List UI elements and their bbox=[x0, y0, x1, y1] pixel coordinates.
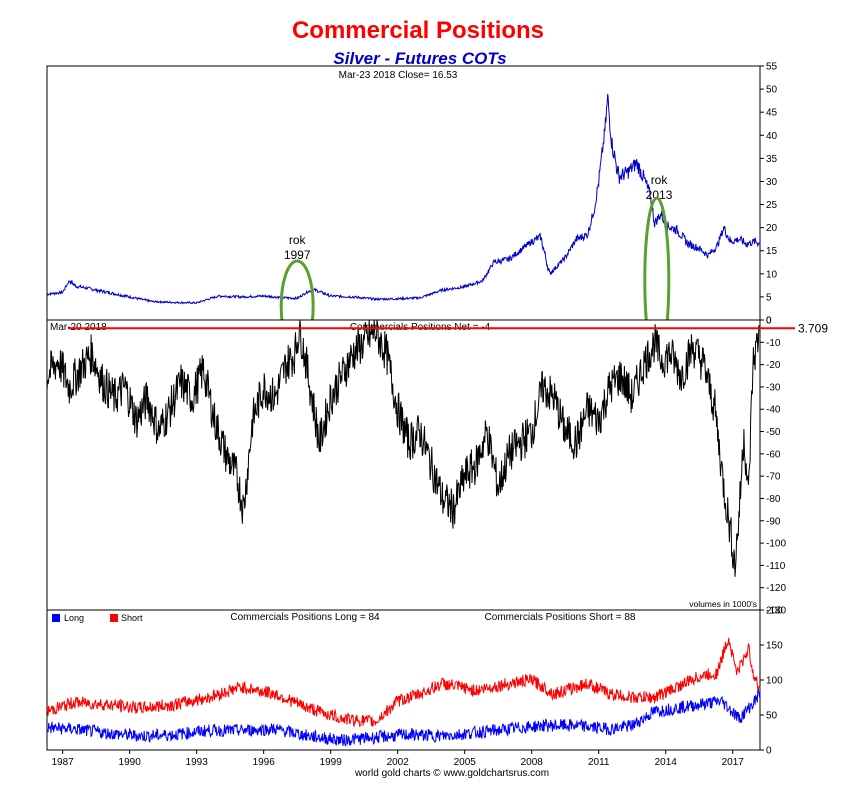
net-y-axis: 0 -10 -20 -30 -40 -50 -60 -70 -80 -90 -100 -110 -120… bbox=[760, 316, 786, 617]
volumes-note: volumes in 1000's bbox=[689, 599, 757, 609]
net-reference-line: 3.709 bbox=[68, 321, 828, 335]
y-tick-label: 50 bbox=[766, 711, 778, 722]
y-tick-label: -90 bbox=[766, 516, 781, 527]
y-tick-label: 100 bbox=[766, 676, 783, 687]
y-tick-label: 45 bbox=[766, 108, 778, 119]
x-tick-label: 1996 bbox=[253, 757, 276, 768]
y-tick-label: 50 bbox=[766, 85, 778, 96]
series-line bbox=[46, 93, 761, 305]
ls-y-axis: 0 50 100 150 200 bbox=[760, 606, 783, 757]
y-tick-label: -20 bbox=[766, 360, 781, 371]
y-tick-label: 150 bbox=[766, 641, 783, 652]
legend-short-label: Short bbox=[121, 613, 143, 623]
series-line bbox=[46, 688, 761, 747]
x-tick-label: 2002 bbox=[387, 757, 410, 768]
price-series bbox=[46, 93, 761, 305]
price-plot-frame bbox=[46, 65, 761, 321]
y-tick-label: 15 bbox=[766, 246, 778, 257]
net-plot-frame bbox=[46, 319, 761, 611]
legend-short-swatch bbox=[110, 614, 118, 622]
y-tick-label: 20 bbox=[766, 223, 778, 234]
x-tick-label: 1987 bbox=[52, 757, 75, 768]
price-y-axis: 0 5 10 15 20 25 30 35 40 45 50 55 bbox=[760, 62, 778, 327]
long-short-panel: Long Short Commercials Positions Long = … bbox=[46, 606, 783, 768]
price-header: Mar-23 2018 Close= 16.53 bbox=[339, 70, 458, 81]
long-header: Commercials Positions Long = 84 bbox=[230, 612, 380, 623]
y-tick-label: 0 bbox=[766, 316, 772, 327]
legend-long-swatch bbox=[52, 614, 60, 622]
y-tick-label: 30 bbox=[766, 177, 778, 188]
short-header: Commercials Positions Short = 88 bbox=[485, 612, 636, 623]
price-panel: Mar-23 2018 Close= 16.53 0 5 10 15 20 25 30 35 4… bbox=[46, 62, 778, 364]
y-tick-label: 0 bbox=[766, 746, 772, 757]
y-tick-label: 0 bbox=[766, 316, 772, 327]
series-line bbox=[46, 637, 761, 728]
x-tick-label: 2005 bbox=[454, 757, 477, 768]
x-tick-label: 1999 bbox=[320, 757, 343, 768]
net-series bbox=[46, 319, 761, 577]
y-tick-label: 25 bbox=[766, 200, 778, 211]
net-panel: Mar-20 2018 Commercials Positions Net = … bbox=[46, 316, 828, 617]
reference-line-label: 3.709 bbox=[798, 321, 828, 335]
annotation-label: rok bbox=[651, 173, 669, 187]
y-tick-label: 35 bbox=[766, 154, 778, 165]
x-tick-label: 1990 bbox=[119, 757, 142, 768]
ls-plot-frame bbox=[46, 609, 761, 751]
y-tick-label: -10 bbox=[766, 338, 781, 349]
legend-long-label: Long bbox=[64, 613, 84, 623]
x-tick-label: 2014 bbox=[655, 757, 678, 768]
x-tick-label: 2011 bbox=[588, 757, 610, 768]
chart-subtitle: Silver - Futures COTs bbox=[333, 49, 506, 68]
y-tick-label: 55 bbox=[766, 62, 778, 73]
y-tick-label: -130 bbox=[766, 606, 786, 617]
y-tick-label: -80 bbox=[766, 494, 781, 505]
annotation-label: 1997 bbox=[284, 248, 311, 262]
y-tick-label: 5 bbox=[766, 292, 772, 303]
y-tick-label: -60 bbox=[766, 449, 781, 460]
x-tick-label: 2008 bbox=[521, 757, 544, 768]
y-tick-label: -30 bbox=[766, 382, 781, 393]
y-tick-label: 10 bbox=[766, 269, 778, 280]
y-tick-label: -100 bbox=[766, 539, 786, 550]
x-axis: 1987 1990 1993 1996 1999 2002 2005 2008 2011 2014… bbox=[52, 750, 745, 768]
ls-series bbox=[46, 637, 761, 747]
y-tick-label: -50 bbox=[766, 427, 781, 438]
annotation-label: rok bbox=[289, 233, 307, 247]
y-tick-label: -110 bbox=[766, 561, 786, 572]
series-line bbox=[46, 319, 761, 577]
y-tick-label: -120 bbox=[766, 583, 786, 594]
annotation-label: 2013 bbox=[646, 188, 673, 202]
footer-credit: world gold charts © www.goldchartsrus.co… bbox=[354, 768, 549, 779]
y-tick-label: -40 bbox=[766, 405, 781, 416]
x-tick-label: 2017 bbox=[722, 757, 745, 768]
y-tick-label: 200 bbox=[766, 606, 783, 617]
x-tick-label: 1993 bbox=[186, 757, 209, 768]
y-tick-label: -70 bbox=[766, 472, 781, 483]
y-tick-label: 40 bbox=[766, 131, 778, 142]
chart-title: Commercial Positions bbox=[292, 17, 544, 44]
